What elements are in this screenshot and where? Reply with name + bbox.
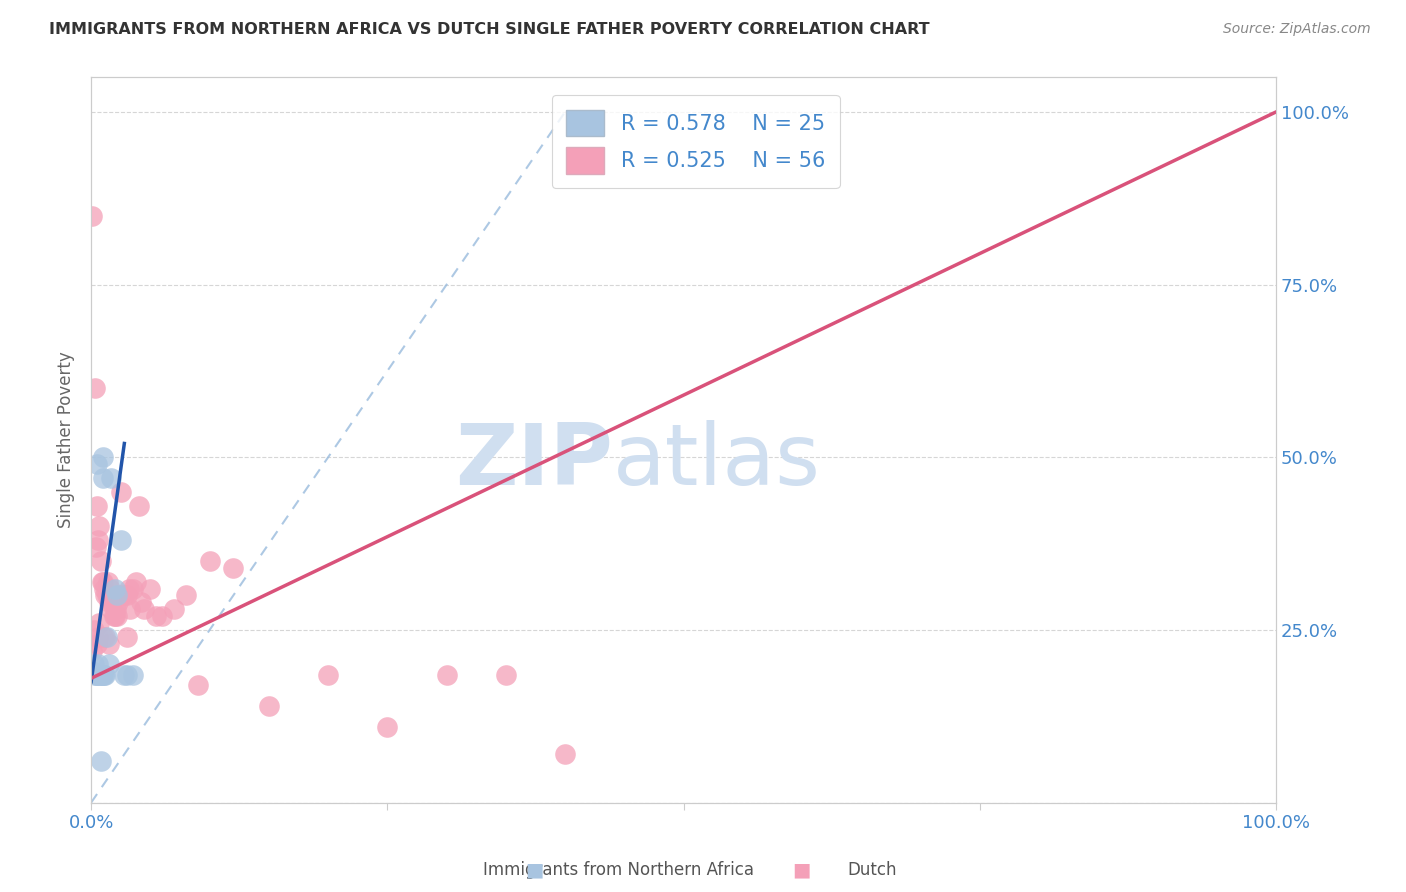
Point [97, 595, 120, 609]
Point [91, 450, 114, 465]
Point [128, 499, 150, 513]
Point [91, 668, 114, 682]
Point [94, 588, 117, 602]
Point [91, 471, 114, 485]
Point [94, 630, 117, 644]
Point [97, 657, 120, 672]
Point [87, 657, 110, 672]
Point [84, 668, 107, 682]
Text: IMMIGRANTS FROM NORTHERN AFRICA VS DUTCH SINGLE FATHER POVERTY CORRELATION CHART: IMMIGRANTS FROM NORTHERN AFRICA VS DUTCH… [49, 22, 929, 37]
Point [110, 533, 132, 548]
Point [174, 588, 197, 602]
Point [103, 609, 125, 624]
Y-axis label: Single Father Poverty: Single Father Poverty [58, 351, 75, 528]
Point [105, 609, 128, 624]
Point [93, 582, 115, 596]
Point [96, 630, 118, 644]
Point [89, 519, 111, 533]
Point [495, 668, 517, 682]
Point [163, 602, 186, 616]
Point [90, 574, 112, 589]
Point [316, 668, 339, 682]
Text: ■: ■ [792, 860, 811, 880]
Point [115, 630, 138, 644]
Text: ZIP: ZIP [454, 420, 613, 503]
Point [86, 499, 108, 513]
Point [83, 657, 105, 672]
Point [145, 609, 167, 624]
Point [150, 609, 173, 624]
Text: ■: ■ [524, 860, 544, 880]
Point [115, 588, 138, 602]
Text: Source: ZipAtlas.com: Source: ZipAtlas.com [1223, 22, 1371, 37]
Legend: R = 0.578    N = 25, R = 0.525    N = 56: R = 0.578 N = 25, R = 0.525 N = 56 [551, 95, 839, 188]
Point [86, 637, 108, 651]
Point [121, 668, 143, 682]
Point [98, 582, 121, 596]
Point [110, 484, 132, 499]
Point [94, 668, 117, 682]
Point [82, 209, 104, 223]
Point [86, 457, 108, 471]
Point [83, 381, 105, 395]
Point [105, 588, 128, 602]
Point [187, 678, 209, 692]
Point [83, 668, 105, 682]
Point [125, 574, 148, 589]
Point [82, 643, 104, 657]
Point [257, 698, 280, 713]
Point [89, 615, 111, 630]
Point [90, 554, 112, 568]
Point [139, 582, 162, 596]
Text: Dutch: Dutch [846, 861, 897, 879]
Point [91, 574, 114, 589]
Point [112, 668, 135, 682]
Point [96, 588, 118, 602]
Point [97, 574, 120, 589]
Point [115, 668, 138, 682]
Text: Immigrants from Northern Africa: Immigrants from Northern Africa [484, 861, 754, 879]
Point [554, 747, 576, 762]
Point [129, 595, 152, 609]
Point [118, 582, 141, 596]
Point [87, 630, 110, 644]
Point [377, 720, 399, 734]
Text: atlas: atlas [613, 420, 821, 503]
Point [104, 582, 127, 596]
Point [112, 588, 135, 602]
Point [90, 754, 112, 768]
Point [121, 582, 143, 596]
Point [198, 554, 221, 568]
Point [90, 668, 112, 682]
Point [134, 602, 156, 616]
Point [87, 533, 110, 548]
Point [436, 668, 458, 682]
Point [105, 602, 128, 616]
Point [82, 665, 104, 679]
Point [86, 668, 108, 682]
Point [104, 609, 127, 624]
Point [222, 561, 245, 575]
Point [84, 540, 107, 554]
Point [100, 471, 122, 485]
Point [100, 602, 122, 616]
Point [110, 588, 132, 602]
Point [83, 623, 105, 637]
Point [91, 630, 114, 644]
Point [89, 668, 111, 682]
Point [107, 595, 129, 609]
Point [97, 637, 120, 651]
Point [90, 668, 112, 682]
Point [120, 602, 142, 616]
Point [93, 668, 115, 682]
Point [101, 595, 124, 609]
